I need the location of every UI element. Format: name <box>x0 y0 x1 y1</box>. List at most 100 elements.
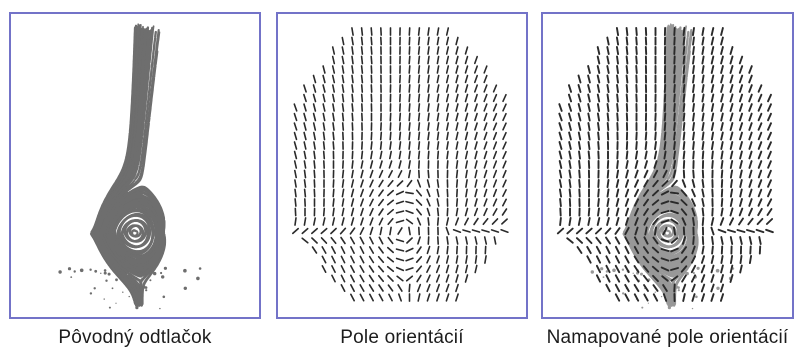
ridge-dot <box>183 268 187 273</box>
orientation-segment <box>680 208 688 216</box>
orientation-segment <box>663 131 667 141</box>
orientation-segment <box>747 217 754 226</box>
orientation-segment <box>303 179 307 188</box>
orientation-segment <box>700 293 706 302</box>
orientation-segment <box>748 198 753 207</box>
orientation-segment <box>720 27 724 36</box>
orientation-segment <box>405 218 414 225</box>
orientation-segment <box>455 55 459 65</box>
orientation-segment <box>426 283 431 293</box>
ridge-dot <box>650 271 655 275</box>
ridge-dot <box>163 266 167 270</box>
orientation-segment <box>405 257 414 262</box>
orientation-segment <box>294 198 297 207</box>
orientation-segment <box>635 55 638 65</box>
orientation-segment <box>294 188 297 198</box>
orientation-segment <box>378 198 384 207</box>
orientation-segment <box>339 227 347 235</box>
orientation-segment <box>416 274 422 283</box>
orientation-segment <box>387 217 394 226</box>
orientation-segment <box>642 198 650 207</box>
ridge-dot <box>674 285 679 289</box>
orientation-segment <box>757 150 763 160</box>
orientation-segment <box>415 265 423 273</box>
ridge-dot <box>103 298 105 300</box>
orientation-segment <box>502 179 507 188</box>
orientation-segment <box>379 160 383 169</box>
orientation-segment <box>615 217 620 226</box>
orientation-segment <box>408 283 411 293</box>
orientation-segment <box>767 103 772 112</box>
orientation-segment <box>605 283 611 293</box>
orientation-segment <box>322 141 326 150</box>
orientation-segment <box>502 189 507 197</box>
orientation-segment <box>436 293 440 302</box>
ridge-dot <box>122 291 124 293</box>
orientation-segment <box>719 217 725 226</box>
orientation-segment <box>568 112 572 122</box>
orientation-segment <box>397 227 403 235</box>
orientation-segment <box>417 103 421 112</box>
orientation-segment <box>455 160 459 169</box>
orientation-segment <box>341 169 345 179</box>
orientation-segment <box>577 141 582 150</box>
orientation-segment <box>464 93 469 103</box>
orientation-segment <box>396 275 404 282</box>
orientation-segment <box>492 131 498 141</box>
orientation-segment <box>595 245 602 255</box>
orientation-segment <box>576 246 583 254</box>
orientation-segment <box>435 274 441 283</box>
orientation-segment <box>396 180 404 187</box>
orientation-segment <box>748 188 753 198</box>
ridge-dot <box>139 271 142 273</box>
orientation-segment <box>624 217 630 226</box>
ridge-line <box>666 29 683 165</box>
orientation-segment <box>340 255 346 264</box>
orientation-segment <box>643 236 649 245</box>
orientation-segment <box>587 74 591 84</box>
orientation-segment <box>558 103 563 112</box>
orientation-segment <box>635 64 638 75</box>
ridge-dot <box>126 267 130 271</box>
orientation-segment <box>568 160 572 169</box>
orientation-segment <box>351 74 354 84</box>
orientation-segment <box>322 103 326 112</box>
orientation-segment <box>303 103 307 112</box>
mapped-orientation-field-caption: Namapované pole orientácií <box>546 327 789 348</box>
orientation-segment <box>651 246 660 254</box>
orientation-segment <box>682 102 686 113</box>
orientation-segment <box>417 55 421 65</box>
orientation-segment <box>681 236 687 245</box>
orientation-segment <box>311 237 318 244</box>
orientation-segment <box>369 226 374 236</box>
orientation-segment <box>426 255 431 264</box>
orientation-segment <box>692 121 695 132</box>
orientation-segment <box>341 74 345 84</box>
orientation-segment <box>483 160 488 169</box>
orientation-segment <box>577 84 582 93</box>
orientation-segment <box>559 197 562 208</box>
orientation-segment <box>395 200 405 205</box>
orientation-segment <box>738 103 744 112</box>
orientation-segment <box>633 236 640 245</box>
orientation-segment <box>652 179 659 188</box>
orientation-segment <box>502 103 507 112</box>
ridge-dot <box>602 276 605 278</box>
orientation-segment <box>360 160 364 169</box>
orientation-segment <box>368 284 375 292</box>
orientation-segment <box>757 103 763 112</box>
orientation-segment <box>663 140 667 151</box>
orientation-segment <box>701 216 705 227</box>
orientation-segment <box>395 210 405 214</box>
orientation-segment <box>700 274 706 283</box>
orientation-segment <box>729 112 734 122</box>
orientation-segment <box>660 190 670 196</box>
orientation-segment <box>483 112 488 122</box>
orientation-segment <box>436 103 440 112</box>
orientation-segment <box>586 255 592 264</box>
orientation-segment <box>596 112 601 122</box>
orientation-segment <box>604 227 612 235</box>
orientation-segment <box>294 179 297 188</box>
orientation-segment <box>748 74 753 84</box>
orientation-segment <box>720 112 724 122</box>
